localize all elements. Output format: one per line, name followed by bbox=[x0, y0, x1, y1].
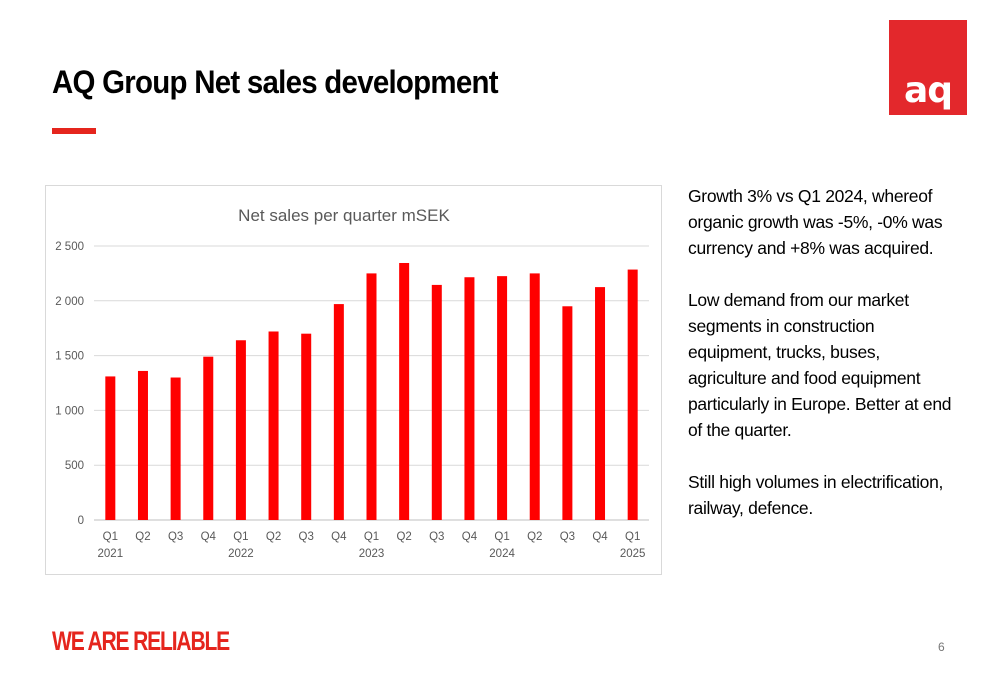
x-year-label: 2022 bbox=[228, 548, 254, 560]
bar bbox=[562, 306, 573, 520]
commentary-paragraph-volumes: Still high volumes in electrification, r… bbox=[688, 472, 944, 518]
y-tick-label: 1 000 bbox=[55, 405, 84, 417]
x-tick-label: Q1 bbox=[364, 531, 379, 543]
bar bbox=[497, 276, 508, 520]
x-tick-label: Q3 bbox=[299, 531, 314, 543]
y-tick-label: 500 bbox=[65, 460, 84, 472]
bar bbox=[203, 356, 214, 520]
chart-canvas: Net sales per quarter mSEK 0 500 1 000 1 50… bbox=[55, 206, 649, 560]
x-tick-label: Q1 bbox=[494, 531, 509, 543]
x-tick-label: Q3 bbox=[429, 531, 444, 543]
x-tick-label: Q1 bbox=[625, 531, 640, 543]
x-tick-label: Q3 bbox=[168, 531, 183, 543]
bar bbox=[595, 287, 606, 520]
commentary-panel: Growth 3% vs Q1 2024, whereof organic gr… bbox=[688, 183, 958, 547]
logo-text: aq bbox=[903, 70, 953, 111]
chart-bars bbox=[105, 262, 638, 520]
title-underline bbox=[52, 128, 96, 134]
bar bbox=[399, 262, 410, 520]
y-axis-ticks: 0 500 1 000 1 500 2 000 2 500 bbox=[55, 241, 84, 527]
x-tick-label: Q4 bbox=[201, 531, 217, 543]
commentary-paragraph-growth: Growth 3% vs Q1 2024, whereof organic gr… bbox=[688, 186, 943, 258]
bar bbox=[333, 304, 344, 520]
x-year-label: 2025 bbox=[620, 548, 646, 560]
x-tick-label: Q2 bbox=[135, 531, 150, 543]
x-tick-label: Q2 bbox=[266, 531, 281, 543]
page-number: 6 bbox=[938, 640, 945, 654]
bar bbox=[627, 269, 638, 520]
x-tick-label: Q1 bbox=[233, 531, 248, 543]
x-tick-label: Q2 bbox=[396, 531, 411, 543]
x-year-label: 2024 bbox=[489, 548, 515, 560]
bar bbox=[105, 376, 116, 520]
bar bbox=[431, 284, 442, 520]
y-tick-label: 2 000 bbox=[55, 296, 84, 308]
bar bbox=[301, 333, 312, 520]
x-tick-label: Q4 bbox=[592, 531, 608, 543]
bar bbox=[235, 340, 246, 520]
x-axis-ticks: Q1 2021 Q2 Q3 Q4 Q1 2022 Q2 Q3 Q4 Q1 2023 Q2 Q3 Q4 Q1 20… bbox=[98, 531, 646, 560]
bar bbox=[137, 370, 148, 520]
y-tick-label: 1 500 bbox=[55, 351, 84, 363]
chart-title: Net sales per quarter mSEK bbox=[238, 206, 450, 225]
x-tick-label: Q4 bbox=[462, 531, 478, 543]
tagline: WE ARE RELIABLE bbox=[52, 626, 230, 656]
x-tick-label: Q4 bbox=[331, 531, 347, 543]
slide-title: AQ Group Net sales development bbox=[52, 64, 499, 100]
x-tick-label: Q1 bbox=[103, 531, 118, 543]
bar bbox=[366, 273, 377, 520]
bar bbox=[268, 331, 279, 520]
aq-logo: aq bbox=[889, 20, 967, 115]
x-year-label: 2021 bbox=[98, 548, 124, 560]
bar bbox=[170, 377, 181, 520]
x-year-label: 2023 bbox=[359, 548, 385, 560]
net-sales-chart: Net sales per quarter mSEK 0 500 1 000 1 50… bbox=[45, 185, 662, 575]
x-tick-label: Q2 bbox=[527, 531, 542, 543]
bar bbox=[529, 273, 540, 520]
y-tick-label: 2 500 bbox=[55, 241, 84, 253]
y-tick-label: 0 bbox=[78, 515, 84, 527]
x-tick-label: Q3 bbox=[560, 531, 575, 543]
bar bbox=[464, 277, 475, 520]
commentary-paragraph-demand: Low demand from our market segments in c… bbox=[688, 290, 952, 440]
